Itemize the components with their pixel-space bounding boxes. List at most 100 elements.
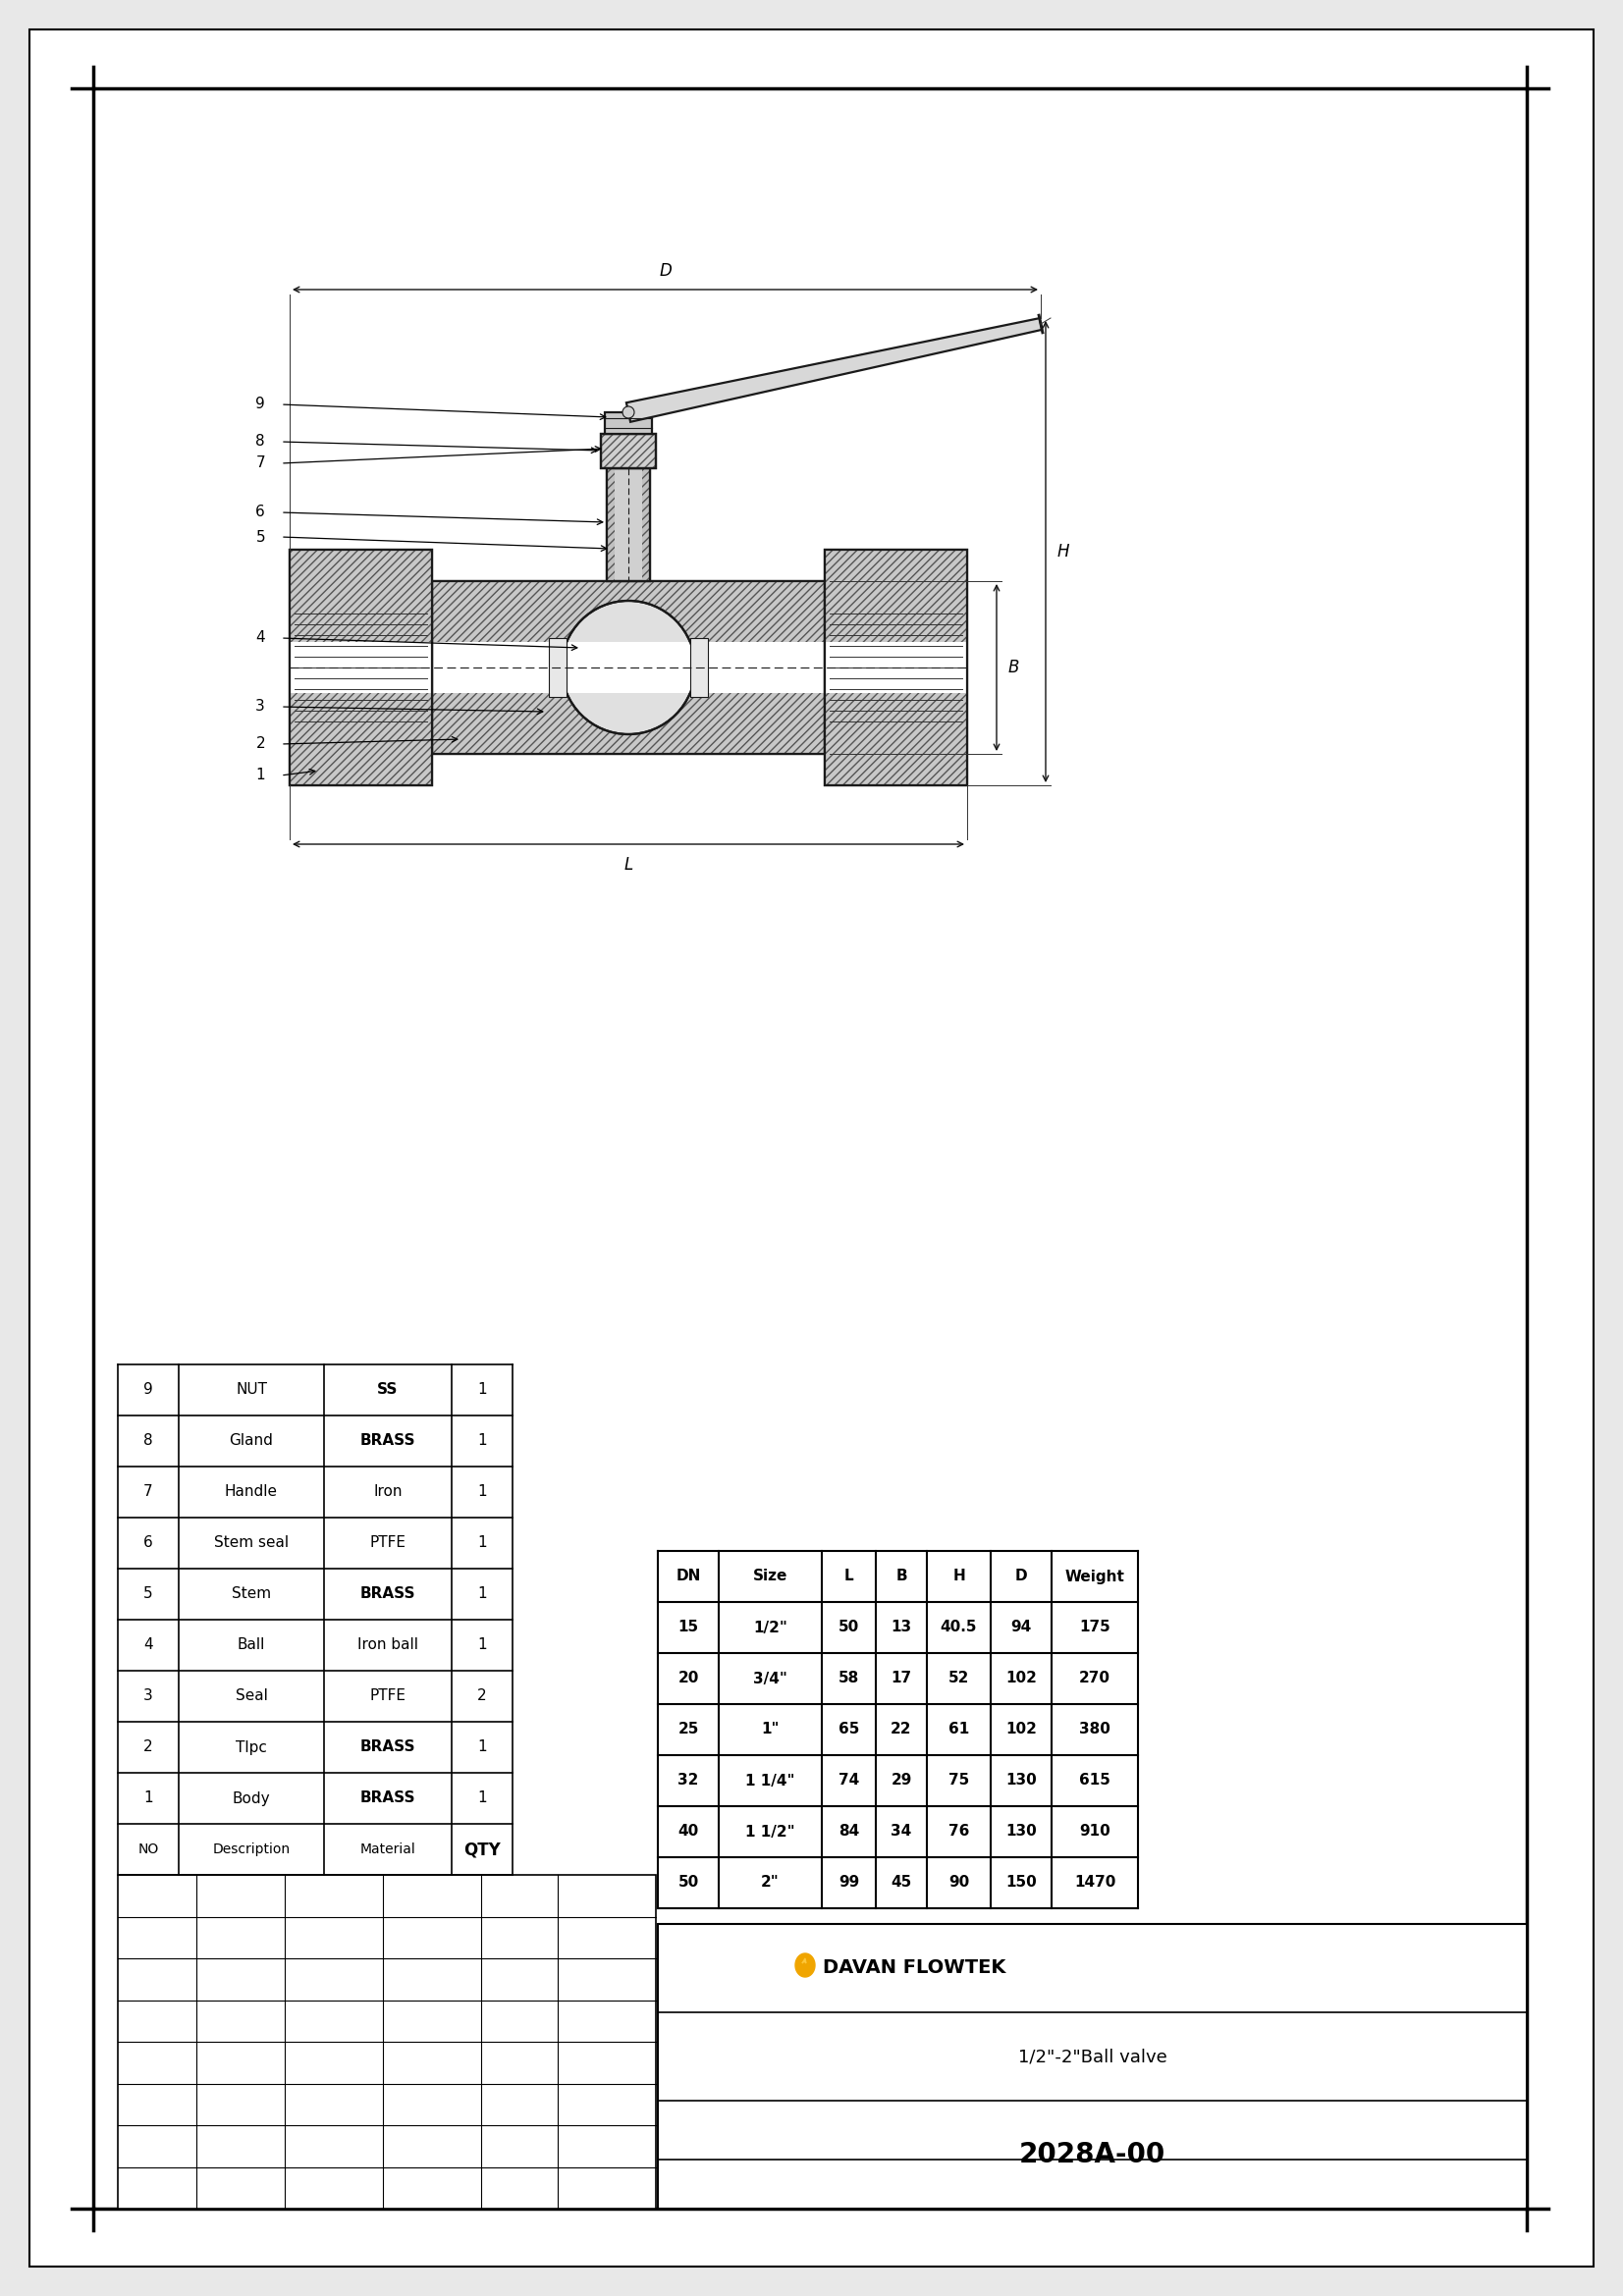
Text: 40: 40	[678, 1825, 700, 1839]
Text: 1: 1	[143, 1791, 153, 1805]
Bar	[432, 643, 824, 693]
Bar	[824, 549, 967, 785]
Text: 3: 3	[255, 700, 265, 714]
Text: 3: 3	[143, 1690, 153, 1704]
Text: 7: 7	[256, 457, 265, 471]
Polygon shape	[795, 1954, 815, 1977]
Text: 1/2"-2"Ball valve: 1/2"-2"Ball valve	[1018, 2048, 1167, 2066]
Text: 29: 29	[891, 1773, 912, 1789]
Text: 6: 6	[255, 505, 265, 519]
Text: Stem: Stem	[232, 1587, 271, 1603]
Text: 34: 34	[891, 1825, 912, 1839]
Text: 1: 1	[477, 1382, 487, 1398]
Text: 5: 5	[256, 530, 265, 544]
Text: B: B	[1008, 659, 1019, 677]
Text: BRASS: BRASS	[360, 1433, 415, 1449]
Text: Gland: Gland	[229, 1433, 273, 1449]
Text: Size: Size	[753, 1568, 787, 1584]
Bar	[601, 434, 656, 468]
Text: 1 1/4": 1 1/4"	[745, 1773, 795, 1789]
Bar	[824, 549, 967, 785]
Bar	[432, 581, 824, 753]
Text: 4: 4	[143, 1637, 153, 1653]
Text: 1": 1"	[761, 1722, 779, 1738]
Text: 2028A-00: 2028A-00	[1019, 2140, 1165, 2167]
Text: 3/4": 3/4"	[753, 1671, 787, 1685]
Text: 910: 910	[1079, 1825, 1110, 1839]
Text: 1: 1	[477, 1637, 487, 1653]
Text: 1: 1	[477, 1486, 487, 1499]
Text: BRASS: BRASS	[360, 1791, 415, 1805]
Bar	[824, 693, 967, 785]
Bar	[432, 693, 824, 753]
Text: 8: 8	[143, 1433, 153, 1449]
Polygon shape	[626, 319, 1042, 422]
Text: 615: 615	[1079, 1773, 1110, 1789]
Text: 1/2": 1/2"	[753, 1621, 787, 1635]
Bar	[289, 549, 432, 785]
Text: Body: Body	[232, 1791, 271, 1805]
Text: 2: 2	[256, 737, 265, 751]
Text: NO: NO	[138, 1841, 159, 1855]
Bar	[562, 643, 695, 693]
Text: Description: Description	[213, 1841, 291, 1855]
Text: 13: 13	[891, 1621, 912, 1635]
Bar	[289, 693, 432, 785]
Text: NUT: NUT	[235, 1382, 268, 1398]
Text: 1: 1	[256, 769, 265, 783]
Bar	[605, 413, 652, 434]
Text: 65: 65	[839, 1722, 859, 1738]
Text: 99: 99	[839, 1876, 859, 1890]
Bar	[601, 434, 656, 468]
Text: 25: 25	[678, 1722, 700, 1738]
Text: H: H	[1058, 542, 1070, 560]
Text: 5: 5	[143, 1587, 153, 1603]
Bar	[118, 1876, 656, 2209]
Text: 270: 270	[1079, 1671, 1110, 1685]
Text: 380: 380	[1079, 1722, 1110, 1738]
Text: Iron: Iron	[373, 1486, 403, 1499]
Bar	[824, 549, 967, 643]
Bar	[657, 1924, 1527, 2209]
Text: 130: 130	[1006, 1825, 1037, 1839]
Bar	[289, 549, 432, 785]
Bar	[432, 581, 824, 753]
Text: 1 1/2": 1 1/2"	[745, 1825, 795, 1839]
Text: Weight: Weight	[1065, 1568, 1125, 1584]
Bar	[607, 468, 615, 581]
Text: 4: 4	[256, 631, 265, 645]
Polygon shape	[802, 1958, 807, 1963]
Text: 76: 76	[948, 1825, 969, 1839]
Bar	[549, 638, 566, 698]
Text: 90: 90	[948, 1876, 969, 1890]
Text: 102: 102	[1006, 1671, 1037, 1685]
Text: 1: 1	[477, 1536, 487, 1550]
Text: 61: 61	[948, 1722, 969, 1738]
Text: 22: 22	[891, 1722, 912, 1738]
Text: 2: 2	[143, 1740, 153, 1754]
Text: 40.5: 40.5	[940, 1621, 977, 1635]
Text: Tlpc: Tlpc	[235, 1740, 268, 1754]
Bar	[643, 468, 649, 581]
Text: L: L	[844, 1568, 854, 1584]
Text: 17: 17	[891, 1671, 912, 1685]
Bar	[93, 87, 1527, 2209]
Text: Stem seal: Stem seal	[214, 1536, 289, 1550]
Text: Iron ball: Iron ball	[357, 1637, 419, 1653]
Circle shape	[562, 602, 695, 735]
Text: QTY: QTY	[464, 1841, 500, 1857]
Text: L: L	[623, 856, 633, 875]
Text: 1: 1	[477, 1587, 487, 1603]
Bar	[289, 549, 432, 643]
Text: Ball: Ball	[237, 1637, 265, 1653]
Bar	[601, 434, 656, 468]
Bar	[607, 468, 649, 581]
Text: 58: 58	[839, 1671, 859, 1685]
Bar	[824, 643, 967, 693]
Text: 6: 6	[143, 1536, 153, 1550]
Text: 84: 84	[839, 1825, 859, 1839]
Bar	[289, 643, 432, 693]
Text: 45: 45	[891, 1876, 912, 1890]
Text: 50: 50	[839, 1621, 859, 1635]
Text: 75: 75	[948, 1773, 969, 1789]
